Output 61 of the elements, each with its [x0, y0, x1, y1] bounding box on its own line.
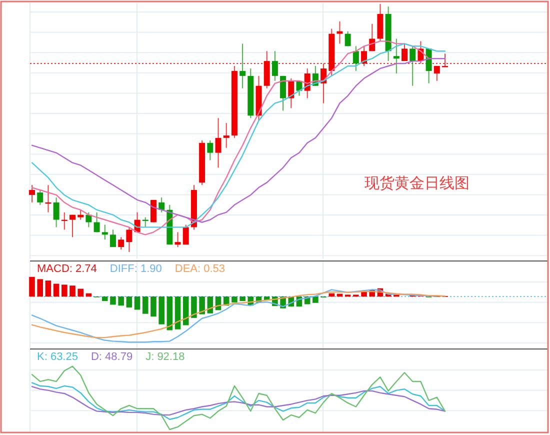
- candlestick: [29, 184, 35, 203]
- bar: [312, 296, 318, 303]
- bar: [29, 276, 35, 296]
- bar: [110, 296, 116, 305]
- candlestick: [426, 48, 432, 84]
- candlestick: [361, 46, 368, 66]
- bar: [240, 296, 246, 302]
- bar: [118, 296, 124, 306]
- bar: [70, 286, 76, 296]
- text: D: 48.79: [90, 351, 133, 363]
- candlestick: [272, 50, 278, 82]
- bar: [174, 296, 181, 330]
- bar: [78, 288, 84, 296]
- bar: [150, 296, 156, 317]
- bar: [37, 279, 43, 296]
- candlestick: [393, 38, 400, 74]
- candlestick: [182, 224, 189, 246]
- bar: [182, 296, 189, 326]
- candlestick: [434, 66, 440, 82]
- candlestick: [69, 214, 76, 238]
- text: DIFF: 1.90: [110, 263, 162, 275]
- candlestick: [118, 236, 124, 250]
- text: DEA: 0.53: [174, 263, 226, 275]
- candlestick: [352, 46, 359, 72]
- bar: [134, 296, 140, 310]
- bar: [158, 296, 164, 324]
- candlestick: [207, 140, 214, 161]
- bar: [126, 296, 132, 308]
- bar: [102, 296, 108, 302]
- bar: [199, 296, 205, 314]
- text: J: 92.18: [146, 351, 185, 363]
- bar: [232, 296, 238, 302]
- bar: [328, 293, 335, 296]
- candlestick: [102, 224, 108, 240]
- candlestick: [110, 229, 116, 248]
- candlestick: [94, 212, 100, 233]
- series-label: MACD: 2.74: [37, 263, 97, 275]
- candlestick: [174, 232, 181, 248]
- candlestick: [215, 118, 222, 168]
- candlestick: [126, 226, 132, 252]
- bar: [361, 291, 367, 296]
- series-label: K: 63.25: [37, 351, 78, 363]
- candlestick: [240, 43, 246, 89]
- candlestick: [37, 190, 44, 206]
- candlestick: [410, 46, 416, 86]
- bar: [53, 284, 60, 296]
- bar: [191, 296, 197, 318]
- candlestick: [280, 75, 286, 112]
- candlestick: [158, 196, 165, 213]
- candlestick: [53, 196, 60, 228]
- candlestick: [223, 122, 230, 148]
- bar: [142, 296, 148, 314]
- annotation: 现货黄金日线图: [364, 175, 470, 192]
- candlestick: [369, 23, 376, 52]
- bar: [61, 284, 68, 296]
- bar: [45, 280, 52, 296]
- bar: [166, 296, 173, 330]
- candlestick: [402, 43, 408, 62]
- candlestick: [344, 30, 351, 47]
- candlestick: [78, 209, 84, 220]
- candlestick: [336, 20, 343, 44]
